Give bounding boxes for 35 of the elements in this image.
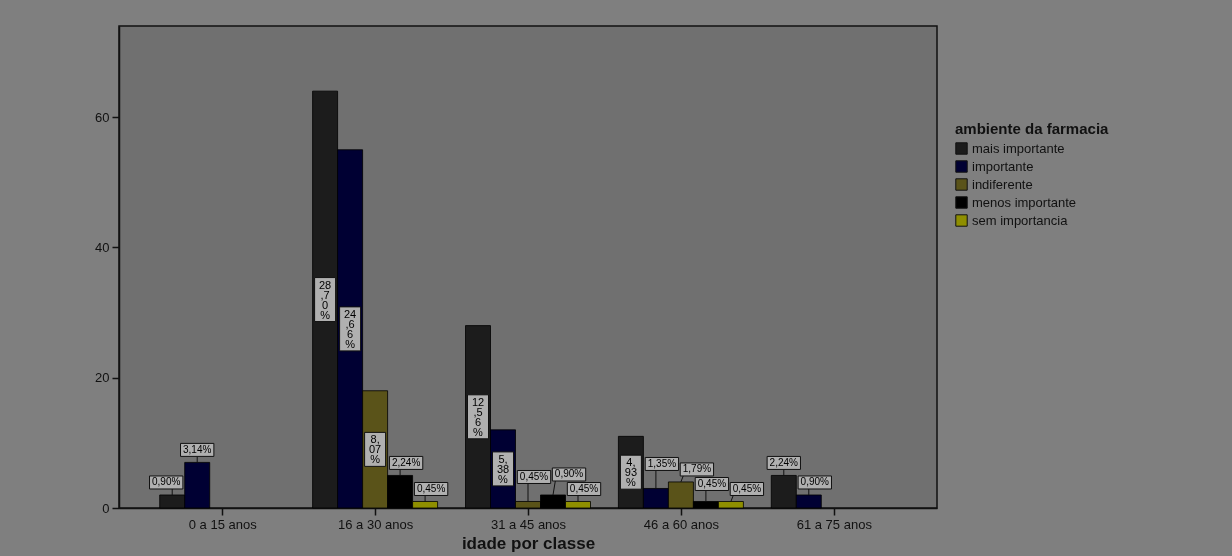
legend-label: sem importancia bbox=[972, 212, 1069, 228]
annotation: 28,70% bbox=[318, 278, 332, 321]
x-tick-label: 16 a 30 anos bbox=[338, 516, 414, 532]
legend-label: menos importante bbox=[972, 194, 1077, 210]
y-tick-label: 20 bbox=[95, 370, 110, 386]
x-axis-title: idade por classe bbox=[461, 533, 596, 553]
x-tick-label: 61 a 75 anos bbox=[796, 516, 873, 532]
annotation: 3,14% bbox=[183, 443, 212, 455]
legend-label: indiferente bbox=[972, 176, 1033, 192]
annotation: 1,35% bbox=[647, 457, 677, 469]
x-tick-label: 46 a 60 anos bbox=[643, 516, 720, 532]
y-tick-label: 40 bbox=[95, 239, 110, 255]
annotation: 2,24% bbox=[769, 456, 799, 468]
annotation: 5,38% bbox=[496, 452, 510, 485]
annotation: 1,79% bbox=[682, 463, 712, 475]
annotation: 0,45% bbox=[569, 482, 599, 494]
y-tick-label: 0 bbox=[102, 500, 110, 516]
annotation: 4,93% bbox=[624, 456, 638, 489]
annotation: 8,07% bbox=[368, 433, 382, 466]
y-tick-label: 60 bbox=[95, 109, 110, 125]
annotation: 0,45% bbox=[697, 477, 727, 489]
legend-title: ambiente da farmacia bbox=[955, 120, 1110, 137]
annotation: 0,45% bbox=[519, 470, 549, 482]
legend-label: importante bbox=[972, 158, 1034, 174]
annotation: 0,90% bbox=[800, 476, 830, 488]
annotation: 0,90% bbox=[152, 476, 181, 488]
annotation: 0,90% bbox=[554, 468, 584, 480]
legend-label: mais importante bbox=[972, 140, 1065, 156]
annotation: 0,45% bbox=[732, 482, 762, 494]
annotation: 24,66% bbox=[343, 307, 357, 350]
annotation: 0,45% bbox=[416, 482, 446, 494]
x-tick-label: 0 a 15 anos bbox=[188, 516, 258, 532]
annotation: 2,24% bbox=[391, 456, 421, 468]
annotation: 12,56% bbox=[471, 395, 485, 438]
x-tick-label: 31 a 45 anos bbox=[490, 516, 567, 532]
